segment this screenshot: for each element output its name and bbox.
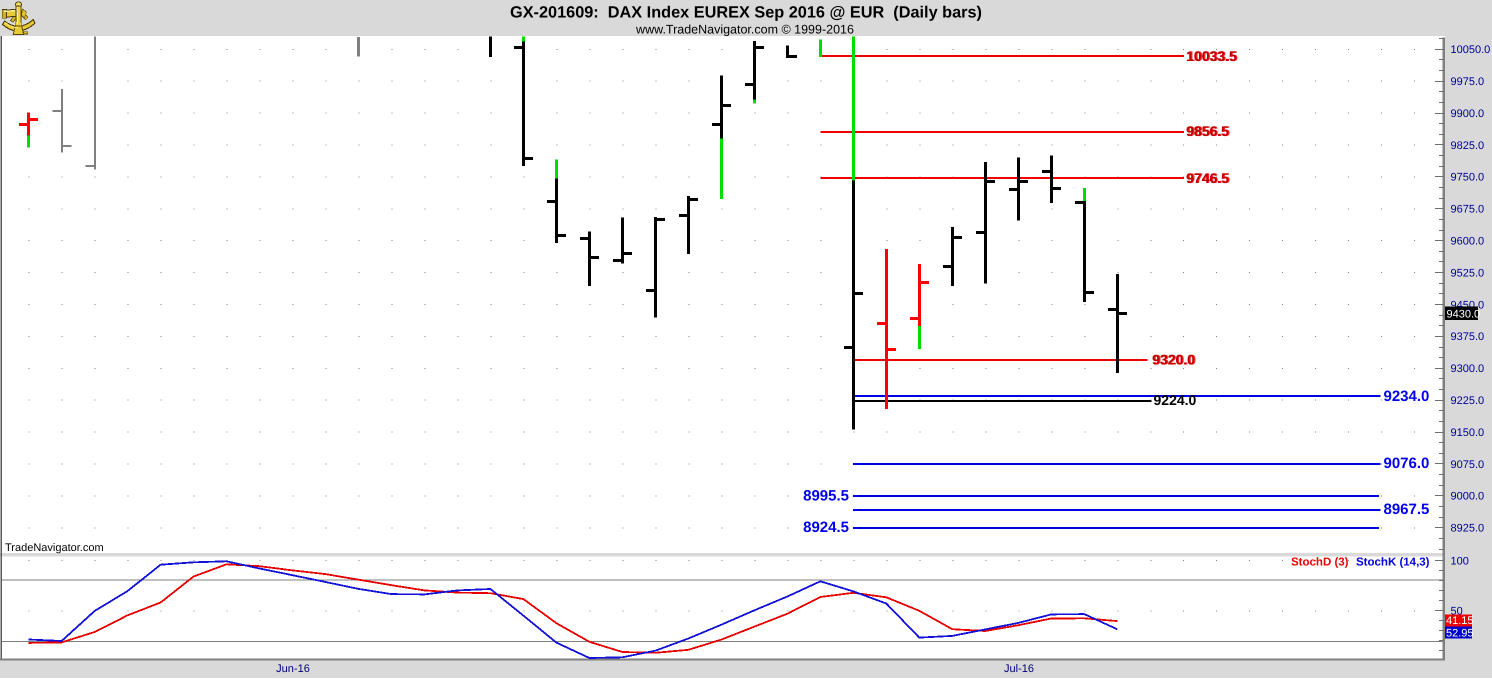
svg-text:41.15: 41.15 [1446,615,1474,627]
svg-text:9234.0: 9234.0 [1384,388,1430,405]
svg-text:Jun-16: Jun-16 [276,663,310,675]
svg-text:TradeNavigator.com: TradeNavigator.com [5,542,104,554]
svg-text:52.95: 52.95 [1446,627,1474,639]
svg-text:9320.0: 9320.0 [1153,351,1196,367]
svg-text:9224.0: 9224.0 [1154,392,1197,408]
svg-text:10033.5: 10033.5 [1186,48,1237,64]
svg-text:9975.0: 9975.0 [1451,76,1485,88]
svg-text:10050.0: 10050.0 [1451,44,1491,56]
svg-text:9375.0: 9375.0 [1451,331,1485,343]
svg-text:9075.0: 9075.0 [1451,459,1485,471]
svg-text:9856.5: 9856.5 [1187,123,1230,139]
svg-text:9225.0: 9225.0 [1451,395,1485,407]
svg-text:8925.0: 8925.0 [1451,523,1485,535]
svg-text:10033.5: 10033.5 [1187,48,1238,64]
svg-text:GX-201609: DAX Index EUREX Se: GX-201609: DAX Index EUREX Sep 2016 @ EU… [510,4,982,22]
svg-text:9300.0: 9300.0 [1451,363,1485,375]
svg-text:9750.0: 9750.0 [1451,172,1485,184]
svg-text:9320.0: 9320.0 [1152,351,1195,367]
svg-text:9430.0: 9430.0 [1447,308,1481,320]
svg-text:100: 100 [1451,556,1469,568]
svg-text:9076.0: 9076.0 [1384,455,1430,472]
svg-text:9000.0: 9000.0 [1451,491,1485,503]
svg-text:9675.0: 9675.0 [1451,204,1485,216]
svg-text:9825.0: 9825.0 [1451,140,1485,152]
svg-text:www.TradeNavigator.com © 1999-: www.TradeNavigator.com © 1999-2016 [635,23,854,37]
svg-text:8967.5: 8967.5 [1384,501,1430,518]
svg-text:8995.5: 8995.5 [803,488,849,505]
svg-text:9900.0: 9900.0 [1451,108,1485,120]
svg-text:9150.0: 9150.0 [1451,427,1485,439]
svg-text:9746.5: 9746.5 [1186,170,1229,186]
svg-text:9525.0: 9525.0 [1451,267,1485,279]
svg-text:StochD (3): StochD (3) [1291,557,1349,569]
svg-text:8924.5: 8924.5 [803,519,849,536]
svg-text:9600.0: 9600.0 [1451,236,1485,248]
svg-text:9856.5: 9856.5 [1186,123,1229,139]
svg-text:StochK (14,3): StochK (14,3) [1356,557,1430,569]
svg-text:Jul-16: Jul-16 [1004,663,1034,675]
svg-text:9746.5: 9746.5 [1187,170,1230,186]
